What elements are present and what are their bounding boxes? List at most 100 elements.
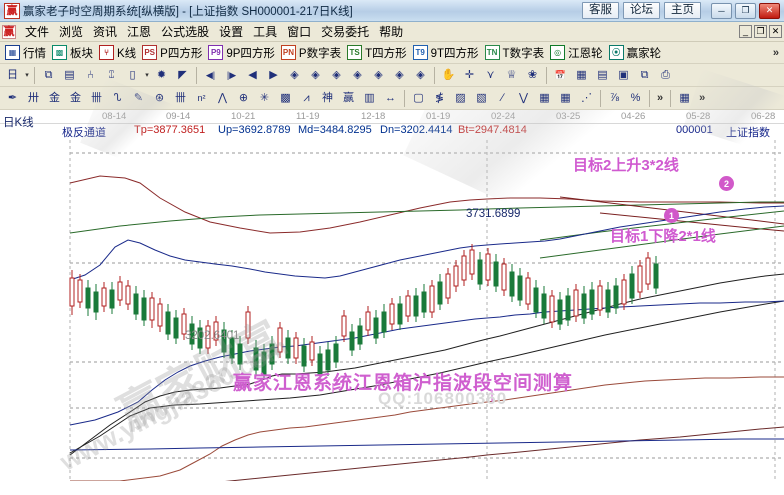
toolbar-entry-t-number-table[interactable]: TN T数字表 (482, 45, 548, 61)
sight-icon[interactable]: ⊕ (238, 91, 249, 104)
hand-icon[interactable]: ✋ (441, 68, 456, 81)
formula-icon[interactable]: ✹ (156, 68, 167, 81)
bar-icon[interactable]: ▯ (129, 68, 136, 81)
polyline-icon[interactable]: ⋎ (486, 68, 495, 81)
menu-item-settings[interactable]: 设置 (219, 24, 244, 39)
menu-item-tools[interactable]: 工具 (253, 24, 278, 39)
doc-restore-icon[interactable]: ❐ (754, 25, 767, 38)
n2-icon[interactable]: n² (197, 92, 206, 103)
calendar-day-icon[interactable]: 日 (7, 68, 18, 81)
spiral-icon[interactable]: ᔐ (113, 91, 122, 104)
trend-icon[interactable]: ∕ (501, 91, 504, 104)
diamond-collapse-icon[interactable]: ◈ (395, 68, 404, 81)
diamond-minus-icon[interactable]: ◈ (353, 68, 362, 81)
skip-forward-icon[interactable]: |▶ (226, 69, 237, 80)
grid2-icon[interactable]: ▦ (539, 91, 550, 104)
measure-icon[interactable]: ↔ (385, 91, 396, 104)
print-icon[interactable]: ⎙ (661, 68, 670, 81)
marker-icon[interactable]: ✎ (133, 91, 144, 104)
play-back-icon[interactable]: ◀ (248, 68, 257, 81)
chevron-down-icon[interactable]: ▾ (25, 72, 29, 79)
chevrons-icon[interactable]: » (657, 92, 664, 104)
menu-item-news[interactable]: 资讯 (93, 24, 118, 39)
overlay-icon[interactable]: ⧉ (44, 68, 53, 81)
wave-icon[interactable]: ⩘ (303, 91, 310, 104)
toolbar-entry-t-square[interactable]: TS T四方形 (344, 45, 410, 61)
table-icon[interactable]: ▦ (576, 68, 587, 81)
minimize-icon[interactable]: ─ (711, 2, 732, 19)
chevron-down-icon[interactable]: ▾ (145, 72, 149, 79)
toolbar-entry-gann-wheel[interactable]: ◎ 江恩轮 (547, 45, 606, 61)
play-forward-icon[interactable]: ▶ (269, 68, 278, 81)
toolbar-entry-quotes[interactable]: ▦ 行情 (2, 45, 49, 61)
toolbar-entry-9t-square[interactable]: T9 9T四方形 (410, 45, 482, 61)
homepage-button[interactable]: 主页 (664, 2, 701, 19)
gold2-icon[interactable]: 金 (70, 91, 81, 104)
close-icon[interactable]: ✕ (759, 2, 780, 19)
toolbar-entry-p-number-table[interactable]: PN P数字表 (278, 45, 344, 61)
fib-icon[interactable]: 卌 (91, 91, 102, 104)
shen-icon[interactable]: 神 (322, 91, 333, 104)
layout-icon[interactable]: ▦ (679, 91, 690, 104)
menu-item-file[interactable]: 文件 (25, 24, 50, 39)
toolbar-entry-p-square[interactable]: PS P四方形 (139, 45, 205, 61)
doc-close-icon[interactable]: ✕ (769, 25, 782, 38)
maximize-icon[interactable]: ❐ (735, 2, 756, 19)
grid3-icon[interactable]: ▦ (560, 91, 571, 104)
doc-minimize-icon[interactable]: _ (739, 25, 752, 38)
percent-fib-icon[interactable]: ⅞ (609, 91, 620, 104)
skip-back-icon[interactable]: ◀| (205, 69, 216, 80)
toolbar-entry-9p-square[interactable]: P9 9P四方形 (205, 45, 278, 61)
calendar-icon[interactable]: 📅 (554, 69, 567, 80)
plot-canvas[interactable]: 赢家财富 www.yingjia360.com 3731.6899 3202.6… (0, 140, 784, 481)
zigzag-icon[interactable]: ⋁ (518, 91, 529, 104)
region-icon[interactable]: ▧ (476, 91, 487, 104)
fan-lines-icon[interactable]: ≸ (434, 91, 445, 104)
crosshair-icon[interactable]: ✛ (464, 68, 475, 81)
diamond-plus-icon[interactable]: ◈ (332, 68, 341, 81)
box-grid-icon[interactable]: ▩ (280, 91, 291, 104)
menu-item-help[interactable]: 帮助 (379, 24, 404, 39)
gold-icon[interactable]: 金 (49, 91, 60, 104)
save-icon[interactable]: ▣ (618, 68, 629, 81)
forum-button[interactable]: 论坛 (623, 2, 660, 19)
channel-icon[interactable]: ▨ (455, 91, 466, 104)
note-icon[interactable]: ▤ (597, 68, 608, 81)
scale-icon[interactable]: ▥ (364, 91, 375, 104)
flag-icon[interactable]: ◤ (178, 68, 187, 81)
kline9-icon[interactable]: ⑄ (108, 68, 115, 81)
customer-service-button[interactable]: 客服 (582, 2, 619, 19)
chart-area[interactable]: 日K线 08-14 09-14 10-21 11-19 12-18 01-19 02-24 0… (0, 110, 784, 481)
crown-icon[interactable]: ♕ (506, 68, 517, 81)
star-burst-icon[interactable]: ✳ (259, 91, 270, 104)
document-icon[interactable]: ▤ (64, 68, 75, 81)
kline3-icon[interactable]: ⑃ (87, 68, 94, 81)
toolbar-entry-sector[interactable]: ▩ 板块 (49, 45, 96, 61)
toolbar-entry-winner-wheel[interactable]: ⦿ 赢家轮 (606, 45, 665, 61)
rect-icon[interactable]: ▢ (413, 91, 424, 104)
target-1-badge[interactable]: 1 (664, 208, 679, 223)
win-icon[interactable]: 赢 (343, 91, 354, 104)
percent-icon[interactable]: % (630, 91, 641, 104)
menu-item-browse[interactable]: 浏览 (59, 24, 84, 39)
toolbar-overflow-icon[interactable]: » (772, 46, 779, 59)
menu-item-trade[interactable]: 交易委托 (321, 24, 370, 39)
circle-grid-icon[interactable]: ⊛ (154, 91, 165, 104)
toolbar-entry-kline[interactable]: ⑂ K线 (96, 45, 139, 61)
angle-icon[interactable]: ⋀ (217, 91, 228, 104)
target-2-badge[interactable]: 2 (719, 176, 734, 191)
menu-item-formula-stock-pick[interactable]: 公式选股 (161, 24, 210, 39)
pen-icon[interactable]: ✒ (7, 91, 18, 104)
diamond-expand-icon[interactable]: ◈ (374, 68, 383, 81)
parallel-icon[interactable]: ⋰ (581, 91, 592, 104)
hash-icon[interactable]: 卅 (28, 91, 39, 104)
comb-icon[interactable]: 卌 (175, 91, 186, 104)
diamond-right-icon[interactable]: ◈ (311, 68, 320, 81)
diamond-fit-icon[interactable]: ◈ (416, 68, 425, 81)
menu-item-gann[interactable]: 江恩 (127, 24, 152, 39)
chevrons-icon[interactable]: » (699, 92, 706, 104)
diamond-left-icon[interactable]: ◈ (290, 68, 299, 81)
copy-icon[interactable]: ⧉ (640, 68, 649, 81)
menu-item-window[interactable]: 窗口 (287, 24, 312, 39)
brain-icon[interactable]: ❀ (527, 68, 538, 81)
